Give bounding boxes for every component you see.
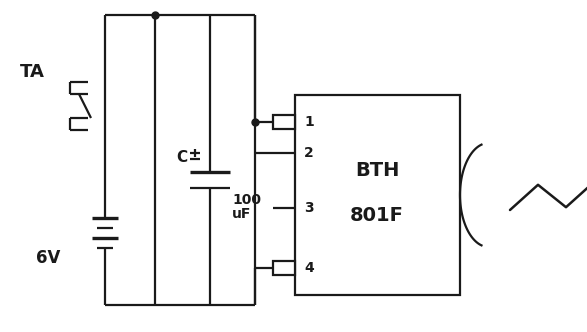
Text: 801F: 801F	[350, 206, 404, 224]
Text: 4: 4	[304, 261, 314, 275]
Text: 100: 100	[232, 193, 261, 207]
Text: BTH: BTH	[355, 160, 399, 180]
Text: C: C	[177, 149, 188, 164]
Text: TA: TA	[19, 63, 45, 81]
Text: 3: 3	[304, 201, 314, 215]
Bar	[273, 115, 295, 129]
Bar	[273, 261, 295, 275]
Text: uF: uF	[232, 207, 251, 221]
Text: 1: 1	[304, 115, 314, 129]
Text: 2: 2	[304, 146, 314, 160]
Bar	[295, 95, 460, 295]
Text: 6V: 6V	[36, 249, 60, 267]
